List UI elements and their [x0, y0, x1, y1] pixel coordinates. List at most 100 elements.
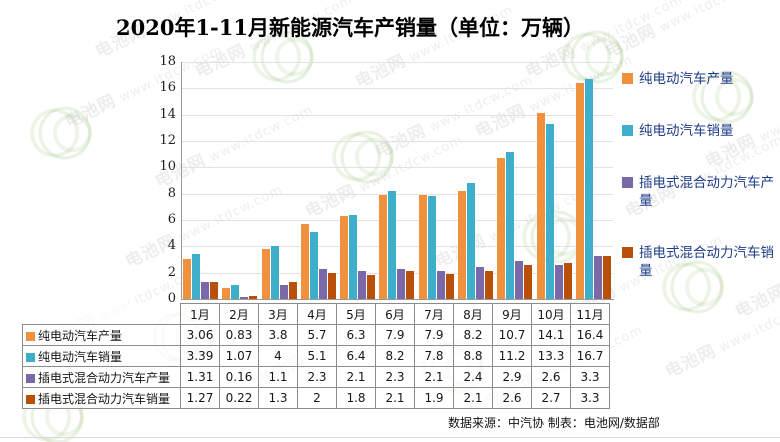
table-cell: 8.2 [453, 324, 493, 346]
bar [270, 246, 279, 299]
table-row-color-swatch-icon [26, 373, 35, 383]
table-column-header: 6月 [375, 303, 415, 325]
gridline [181, 62, 613, 63]
y-axis-tick-label: 12 [159, 133, 176, 148]
table-cell: 2 [297, 387, 337, 409]
table-column-header: 2月 [219, 303, 259, 325]
watermark-logo-icon [28, 96, 102, 170]
bar [524, 264, 533, 299]
table-cell: 2.3 [375, 366, 415, 388]
chart-legend: 纯电动汽车产量 纯电动汽车销量插电式混合动力汽车产量插电式混合动力汽车销量 [622, 70, 774, 314]
bar [192, 254, 201, 299]
table-cell: 2.6 [531, 366, 571, 388]
table-row-color-swatch-icon [26, 331, 35, 341]
legend-item-label: 插电式混合动力汽车销量 [639, 245, 774, 279]
table-cell: 2.1 [375, 387, 415, 409]
bar [406, 271, 415, 299]
bar [340, 216, 349, 299]
y-axis-tick-label: 18 [159, 54, 176, 69]
bar [367, 275, 376, 299]
bar-group [220, 62, 259, 299]
gridline [181, 141, 613, 142]
bar [309, 231, 318, 299]
table-cell: 14.1 [531, 324, 571, 346]
bar-group [377, 62, 416, 299]
table-column-header: 8月 [453, 303, 493, 325]
legend-item-1[interactable]: 纯电动汽车产量 [622, 70, 774, 88]
bar [575, 83, 584, 299]
gridline [181, 193, 613, 195]
bar-group [181, 62, 220, 299]
table-cell: 5.7 [297, 324, 337, 346]
bar [231, 284, 240, 299]
gridline [181, 246, 613, 248]
table-column-header: 3月 [258, 303, 298, 325]
table-column-header: 11月 [570, 303, 610, 325]
bar [584, 79, 593, 299]
bar [445, 273, 454, 299]
table-row-label: 插电式混合动力汽车销量 [38, 391, 171, 406]
table-cell: 13.3 [531, 345, 571, 367]
bar-group [338, 62, 377, 299]
bar [210, 282, 219, 299]
table-cell: 3.3 [570, 387, 610, 409]
bar [427, 196, 436, 299]
bar [327, 272, 336, 299]
table-cell: 1.3 [258, 387, 298, 409]
table-cell: 2.6 [492, 387, 532, 409]
table-cell: 3.39 [180, 345, 220, 367]
bar-group [574, 62, 613, 299]
gridline [181, 220, 613, 221]
bar [201, 281, 210, 299]
table-cell: 7.9 [375, 324, 415, 346]
bar [379, 194, 388, 299]
table-column-header: 4月 [297, 303, 337, 325]
table-cell: 3.06 [180, 324, 220, 346]
table-cell: 8.8 [453, 345, 493, 367]
table-row: 插电式混合动力汽车产量 1.31 0.16 1.1 2.3 2.1 2.3 2.1 2.4 2.9… [22, 366, 610, 388]
bar [602, 255, 611, 299]
bar [515, 260, 524, 299]
legend-color-swatch-icon [622, 247, 633, 258]
y-axis-tick-label: 6 [167, 212, 176, 227]
bar [467, 183, 476, 299]
table-cell: 6.3 [336, 324, 376, 346]
bar [418, 194, 427, 299]
table-header-row: 1月 2月 3月 4月 5月 6月 7月 8月 9月 10月 11月 [23, 303, 610, 325]
table-cell: 6.4 [336, 345, 376, 367]
table-cell: 2.1 [414, 366, 454, 388]
legend-item-4[interactable]: 插电式混合动力汽车销量 [622, 244, 774, 280]
bar [545, 123, 554, 299]
data-table: 1月 2月 3月 4月 5月 6月 7月 8月 9月 10月 11月 纯电动汽车产量 3.06 0.83 3… [22, 303, 610, 409]
bar [563, 263, 572, 299]
legend-item-3[interactable]: 插电式混合动力汽车产量 [622, 174, 774, 210]
table-cell: 7.9 [414, 324, 454, 346]
table-column-header: 5月 [336, 303, 376, 325]
table-row-label: 插电式混合动力汽车产量 [38, 370, 171, 385]
table-cell: 0.83 [219, 324, 259, 346]
table-cell: 2.9 [492, 366, 532, 388]
bar-group [299, 62, 338, 299]
table-cell: 2.1 [453, 387, 493, 409]
bottom-divider [0, 437, 780, 438]
table-row-header: 纯电动汽车销量 [22, 345, 181, 367]
bar [593, 255, 602, 299]
bar [458, 191, 467, 299]
gridline [181, 167, 613, 169]
table-cell: 1.31 [180, 366, 220, 388]
table-cell: 2.1 [336, 366, 376, 388]
bar [397, 268, 406, 299]
bar [436, 271, 445, 299]
legend-item-2[interactable]: 纯电动汽车销量 [622, 122, 774, 140]
table-cell: 2.4 [453, 366, 493, 388]
bar-group [495, 62, 534, 299]
table-cell: 1.07 [219, 345, 259, 367]
table-cell: 3.3 [570, 366, 610, 388]
table-cell: 4 [258, 345, 298, 367]
bar [261, 248, 270, 299]
table-cell: 3.8 [258, 324, 298, 346]
bar-group [260, 62, 299, 299]
bar [388, 191, 397, 299]
bar-group [456, 62, 495, 299]
table-cell: 16.7 [570, 345, 610, 367]
